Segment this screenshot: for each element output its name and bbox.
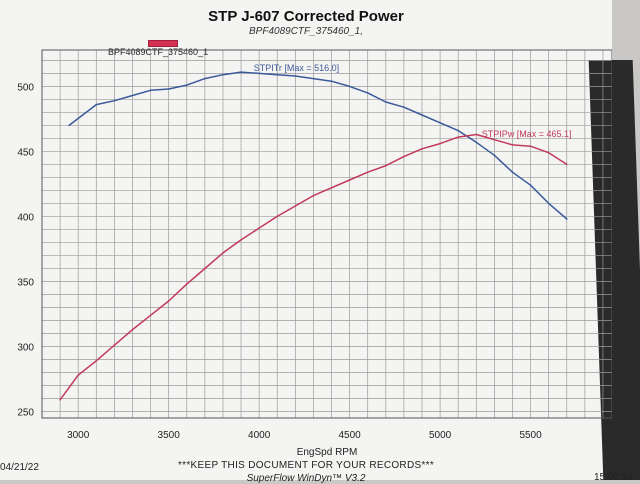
torque-point [204, 77, 206, 80]
torque-point [403, 106, 405, 109]
torque-point [330, 80, 333, 83]
torque-point [348, 85, 351, 88]
y-tick-label: 250 [17, 407, 34, 418]
power-point [276, 215, 279, 218]
series-group [59, 71, 568, 401]
torque-point [493, 154, 496, 157]
torque-point [258, 72, 260, 75]
power-point [330, 187, 333, 189]
torque-point [294, 75, 297, 77]
power-point [529, 145, 532, 148]
power-point [185, 283, 188, 285]
footer-time: 15:09:52 [594, 472, 633, 483]
power-point [421, 148, 423, 150]
torque-point [240, 71, 242, 73]
torque-point [68, 124, 70, 127]
y-tick-label: 400 [17, 212, 34, 223]
power-point [511, 144, 514, 146]
y-tick-label: 450 [17, 147, 34, 158]
power-point [348, 179, 351, 181]
torque-point [149, 89, 152, 92]
torque-series-line [68, 71, 568, 220]
x-tick-label: 5000 [429, 430, 452, 441]
x-tick-label: 4500 [338, 430, 361, 441]
grid [42, 50, 612, 418]
torque-point [529, 184, 532, 187]
x-tick-label: 4000 [248, 430, 271, 441]
power-series-label: STPIPw [Max = 465.1] [482, 129, 572, 139]
torque-point [167, 88, 170, 90]
torque-point [475, 141, 478, 144]
footer-date: 04/21/22 [0, 462, 39, 473]
torque-point [95, 103, 98, 106]
torque-point [457, 129, 459, 132]
power-point [475, 133, 478, 136]
x-tick-label: 5500 [519, 430, 542, 441]
power-point [258, 227, 260, 229]
torque-point [185, 84, 188, 86]
footer-notice: ***KEEP THIS DOCUMENT FOR YOUR RECORDS**… [177, 460, 435, 471]
torque-point [131, 94, 134, 97]
power-point [547, 151, 550, 154]
power-point [565, 163, 568, 166]
x-tick-label: 3500 [158, 430, 181, 441]
power-point [240, 239, 242, 241]
torque-point [222, 73, 224, 76]
power-point [167, 300, 170, 302]
power-point [403, 155, 405, 158]
torque-point [113, 99, 116, 102]
power-point [312, 194, 315, 197]
power-point [457, 136, 459, 138]
x-axis-title: EngSpd RPM [297, 447, 358, 458]
dyno-chart: 3000 3500 4000 4500 5000 5500 250 300 350 400 450 5… [17, 49, 612, 458]
torque-point [547, 202, 550, 205]
torque-point [439, 122, 441, 124]
footer-software: SuperFlow WinDyn™ V3.2 [246, 473, 366, 484]
power-point [95, 359, 98, 362]
torque-series-label: STPITr [Max = 516.0] [254, 63, 339, 73]
torque-point [276, 73, 279, 76]
y-tick-label: 500 [17, 82, 34, 93]
plot-frame [41, 49, 612, 419]
power-point [439, 142, 441, 145]
chart-subtitle: BPF4089CTF_375460_1, [249, 26, 363, 37]
x-tick-label: 3000 [67, 430, 90, 441]
legend-swatch [148, 40, 178, 47]
legend-run-tag: BPF4089CTF_375460_1 [108, 47, 209, 57]
power-point [493, 138, 496, 141]
torque-point [421, 114, 423, 116]
torque-point [366, 92, 369, 94]
torque-point [511, 171, 514, 174]
torque-point [385, 101, 387, 103]
power-point [59, 398, 61, 401]
power-point [113, 344, 116, 346]
torque-point [565, 218, 568, 220]
y-tick-label: 300 [17, 342, 34, 353]
power-point [385, 164, 387, 167]
power-point [204, 267, 206, 270]
power-point [222, 252, 224, 254]
power-point [149, 314, 152, 317]
chart-title: STP J-607 Corrected Power [208, 8, 404, 25]
y-tick-label: 350 [17, 277, 34, 288]
power-point [366, 171, 369, 174]
labels: 3000 3500 4000 4500 5000 5500 250 300 350 400 450 5… [17, 63, 571, 441]
torque-point [312, 77, 315, 80]
power-point [294, 205, 297, 207]
document-sheet [0, 0, 612, 480]
power-point [77, 374, 79, 376]
power-point [131, 328, 134, 331]
